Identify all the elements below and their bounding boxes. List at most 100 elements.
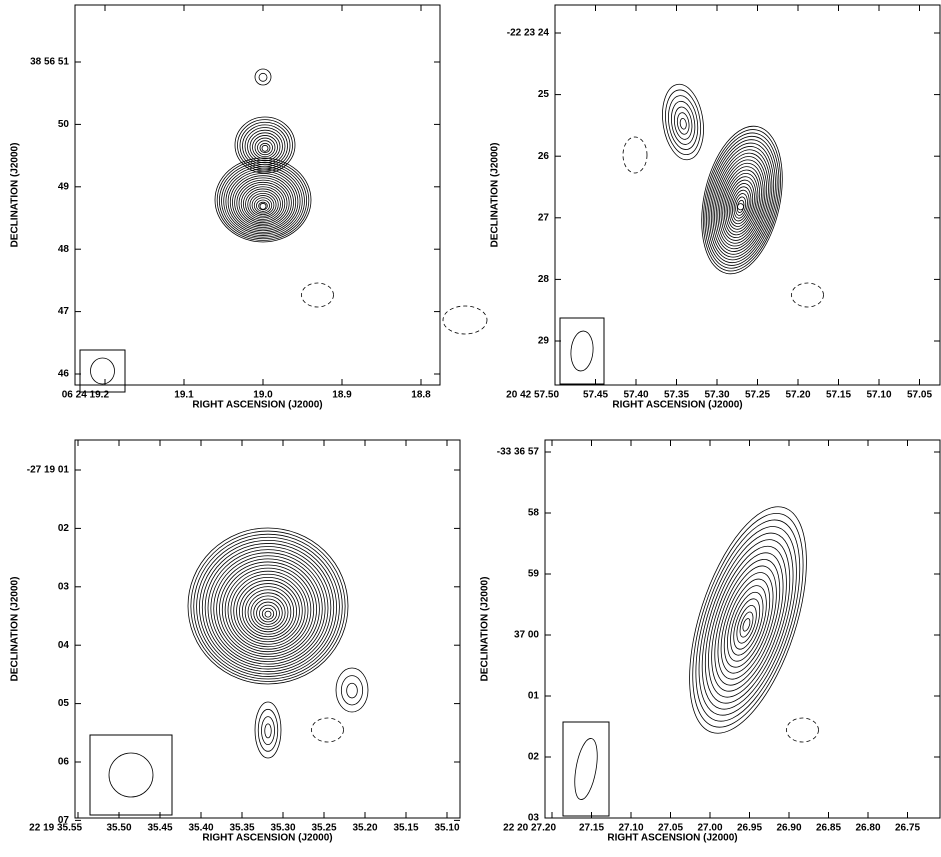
contour [736, 605, 757, 644]
contour [254, 701, 282, 759]
x-tick-label: 35.35 [229, 823, 254, 834]
y-tick-label: 48 [58, 244, 70, 255]
contour [722, 169, 761, 239]
negative-contour [442, 305, 488, 335]
x-axis-title: RIGHT ASCENSION (J2000) [607, 833, 737, 844]
contour [706, 135, 778, 266]
x-tick-label: 35.50 [106, 823, 131, 834]
contour [717, 565, 777, 680]
contour [665, 89, 702, 156]
contour [236, 580, 300, 643]
y-tick-label: -33 36 57 [497, 447, 540, 458]
x-tick-label: 57.40 [623, 390, 648, 401]
contour [242, 186, 284, 222]
negative-contour [791, 282, 824, 308]
x-axis-title: RIGHT ASCENSION (J2000) [612, 400, 742, 411]
contour [717, 159, 766, 247]
x-tick-label: 26.75 [895, 823, 920, 834]
contour [247, 592, 289, 633]
contour [253, 598, 283, 628]
contour [710, 146, 773, 258]
contour [702, 129, 781, 272]
x-tick-label: 35.40 [188, 823, 213, 834]
contour [187, 527, 349, 685]
contour [193, 533, 343, 680]
y-axis-title: DECLINATION (J2000) [10, 143, 21, 248]
contour [725, 176, 757, 233]
contour [190, 530, 346, 682]
negative-contour [622, 136, 648, 174]
contour [701, 532, 794, 710]
contour [256, 199, 270, 212]
contour [711, 552, 784, 692]
contour [715, 156, 768, 250]
contour [244, 127, 286, 166]
contour [259, 604, 277, 623]
contour [223, 166, 303, 236]
x-tick-label: 57.15 [826, 390, 851, 401]
contour [346, 682, 358, 699]
contour [264, 723, 272, 739]
contour [244, 589, 292, 635]
plot-frame [554, 4, 941, 386]
x-tick-label: 19.1 [174, 390, 194, 401]
contour [727, 179, 755, 230]
contour [730, 591, 764, 656]
y-tick-label: 01 [528, 691, 540, 702]
contour [204, 546, 332, 670]
contour [720, 572, 774, 674]
contour [723, 172, 759, 236]
contour [257, 140, 273, 156]
y-tick-label: 38 56 51 [30, 57, 69, 68]
y-tick-label: 27 [538, 212, 550, 223]
contour [219, 561, 317, 658]
x-tick-label: 27.05 [658, 823, 683, 834]
contour [252, 135, 278, 160]
x-tick-label: 35.45 [147, 823, 172, 834]
x-tick-label: 57.30 [704, 390, 729, 401]
plot-frame [74, 4, 441, 386]
y-tick-label: -22 23 24 [507, 28, 550, 39]
contour [720, 166, 762, 241]
contour [234, 116, 296, 174]
beam-box [559, 317, 605, 385]
plot-frame [544, 439, 941, 819]
contour [335, 667, 369, 713]
contour [221, 564, 315, 655]
contour [224, 567, 312, 653]
contour [237, 119, 293, 172]
contour [673, 106, 693, 140]
x-tick-label: 35.25 [311, 823, 336, 834]
contour [733, 193, 748, 219]
x-tick-label: 35.10 [434, 823, 459, 834]
contour [207, 549, 329, 667]
contour [739, 611, 754, 638]
x-tick-label: 18.9 [332, 390, 352, 401]
contour [234, 177, 292, 228]
contour [671, 100, 696, 145]
contour [236, 179, 290, 227]
contour [662, 83, 704, 161]
y-tick-label: 26 [538, 151, 550, 162]
contour [668, 95, 699, 150]
contour [227, 570, 309, 650]
y-tick-label: 03 [58, 581, 70, 592]
contour [261, 607, 275, 620]
x-tick-label: 18.8 [411, 390, 431, 401]
x-tick-label: 19.0 [253, 390, 273, 401]
contour [254, 68, 272, 86]
x-tick-label: 35.15 [393, 823, 418, 834]
negative-contour [311, 717, 344, 743]
x-tick-label: 20 42 57.50 [506, 390, 559, 401]
beam [90, 357, 115, 385]
contour [253, 197, 273, 214]
contour [704, 132, 780, 269]
x-tick-label: 26.80 [855, 823, 880, 834]
contour [250, 595, 286, 630]
contour [238, 181, 288, 225]
y-tick-label: 02 [58, 523, 70, 534]
contour [340, 675, 364, 706]
contour [249, 132, 281, 162]
contour [723, 578, 771, 668]
